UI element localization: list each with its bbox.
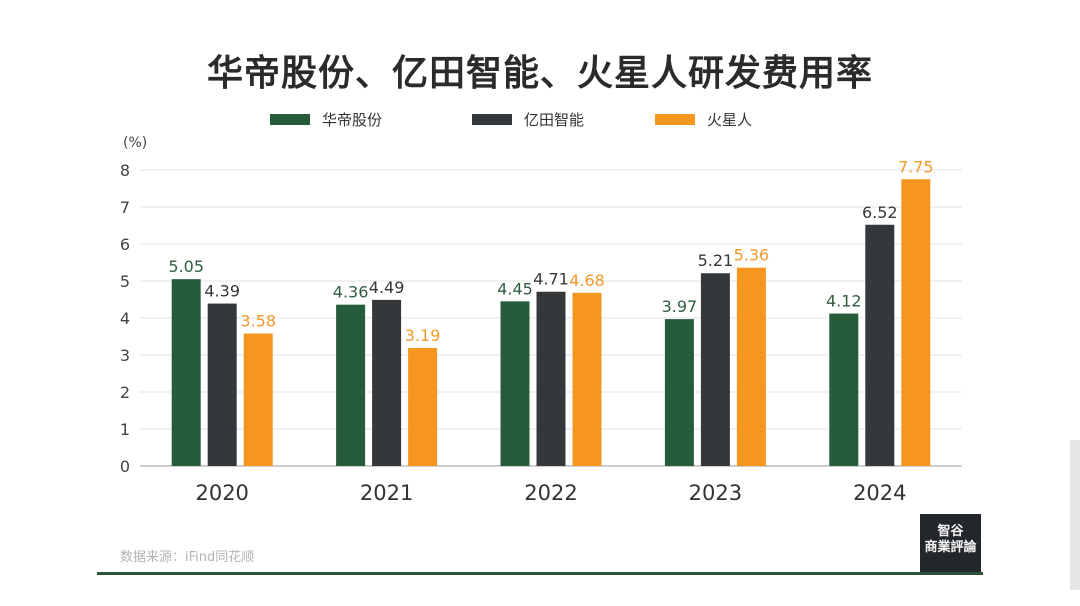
bar: [408, 347, 438, 466]
x-tick-label: 2021: [360, 481, 413, 505]
legend-label-huoxingren: 火星人: [707, 110, 753, 129]
bar: [664, 319, 694, 466]
bar: [736, 267, 766, 466]
bar: [865, 224, 895, 466]
bar: [336, 304, 366, 466]
legend-label-huadi: 华帝股份: [322, 110, 383, 129]
publisher-logo: 智谷 商業評論: [920, 514, 981, 574]
y-tick-label: 1: [120, 420, 130, 439]
bar: [372, 299, 402, 466]
source-note: 数据来源：iFind同花顺: [120, 550, 255, 565]
x-tick-label: 2020: [195, 481, 248, 505]
bar: [207, 303, 237, 466]
legend-swatch-huadi: [270, 113, 310, 125]
bar: [700, 273, 730, 466]
y-tick-label: 0: [120, 457, 130, 476]
data-label: 4.68: [569, 271, 605, 290]
data-label: 5.36: [734, 246, 770, 265]
data-label: 3.19: [405, 326, 441, 345]
data-label: 3.58: [240, 312, 276, 331]
legend-item-huadi: 华帝股份: [270, 108, 382, 130]
y-tick-label: 8: [120, 161, 130, 180]
data-label: 6.52: [862, 203, 898, 222]
bar: [536, 291, 566, 466]
data-label: 7.75: [898, 157, 934, 176]
bar: [171, 279, 201, 466]
data-label: 4.36: [333, 283, 369, 302]
x-tick-label: 2022: [524, 481, 577, 505]
bar: [572, 292, 602, 466]
y-axis-label: (%): [123, 135, 147, 151]
data-label: 5.05: [168, 257, 204, 276]
chart-title: 华帝股份、亿田智能、火星人研发费用率: [206, 53, 873, 94]
data-label: 4.45: [497, 279, 533, 298]
legend-swatch-huoxingren: [655, 113, 695, 125]
bar: [829, 313, 859, 466]
legend-item-huoxingren: 火星人: [655, 108, 752, 130]
logo-line2: 商業評論: [924, 540, 977, 555]
legend-swatch-yitian: [472, 113, 512, 125]
legend-item-yitian: 亿田智能: [472, 108, 584, 130]
legend-label-yitian: 亿田智能: [524, 110, 585, 129]
footer-divider: [97, 572, 983, 575]
data-label: 4.71: [533, 270, 569, 289]
x-tick-label: 2023: [689, 481, 742, 505]
legend: 华帝股份 亿田智能 火星人: [0, 108, 1080, 130]
y-tick-label: 5: [120, 272, 130, 291]
data-label: 4.39: [204, 282, 240, 301]
y-tick-label: 2: [120, 383, 130, 402]
bar: [500, 301, 530, 466]
bar: [243, 333, 273, 466]
y-tick-label: 3: [120, 346, 130, 365]
data-label: 5.21: [698, 251, 734, 270]
x-tick-label: 2024: [853, 481, 906, 505]
bar: [901, 179, 931, 466]
data-label: 4.49: [369, 278, 405, 297]
y-tick-label: 7: [120, 198, 130, 217]
data-label: 4.12: [826, 292, 862, 311]
y-tick-label: 6: [120, 235, 130, 254]
data-label: 3.97: [662, 297, 698, 316]
edge-shade: [1070, 440, 1080, 590]
y-tick-label: 4: [120, 309, 130, 328]
logo-line1: 智谷: [937, 524, 964, 539]
